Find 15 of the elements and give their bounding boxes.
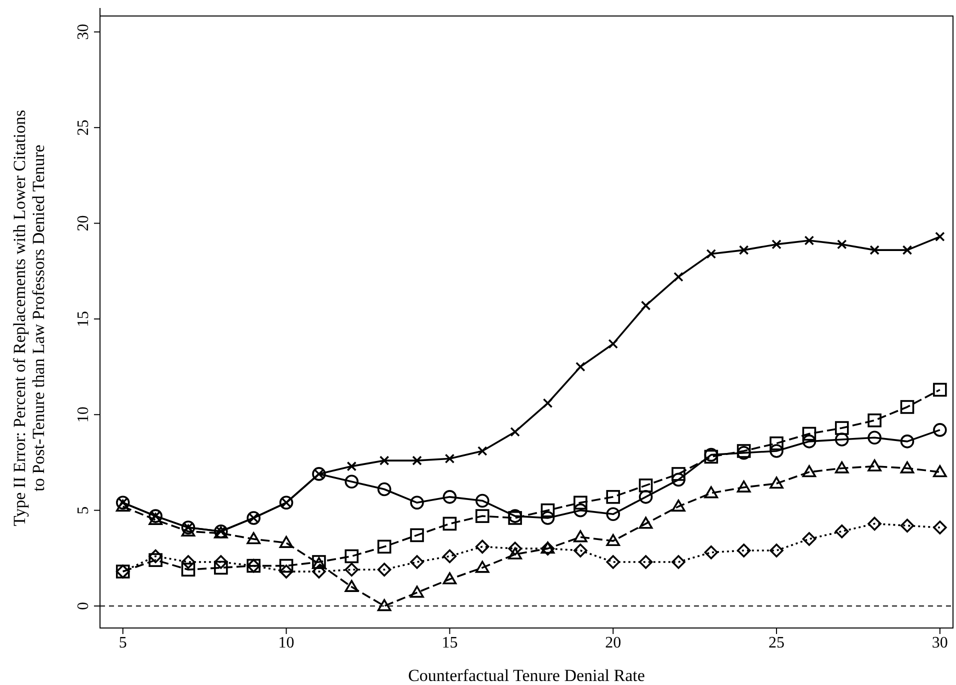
x-axis-title: Counterfactual Tenure Denial Rate	[408, 666, 645, 685]
y-tick-label: 30	[75, 24, 92, 40]
x-tick-label: 15	[442, 634, 458, 652]
x-tick-label: 20	[605, 634, 622, 652]
y-tick-label: 25	[75, 120, 92, 136]
y-tick-label: 0	[75, 602, 92, 610]
x-tick-label: 10	[278, 634, 294, 652]
y-tick-label: 10	[75, 406, 92, 423]
y-tick-label: 15	[75, 310, 92, 327]
y-tick-label: 20	[75, 215, 92, 232]
x-tick-label: 30	[932, 634, 948, 652]
x-tick-label: 5	[118, 634, 127, 652]
y-tick-label: 5	[75, 506, 92, 514]
y-axis-title: Type II Error: Percent of Replacements with Lower Citations to Post-Tenure than Law Professors Denied Tenure	[10, 110, 48, 526]
x-tick-label: 25	[768, 634, 785, 652]
